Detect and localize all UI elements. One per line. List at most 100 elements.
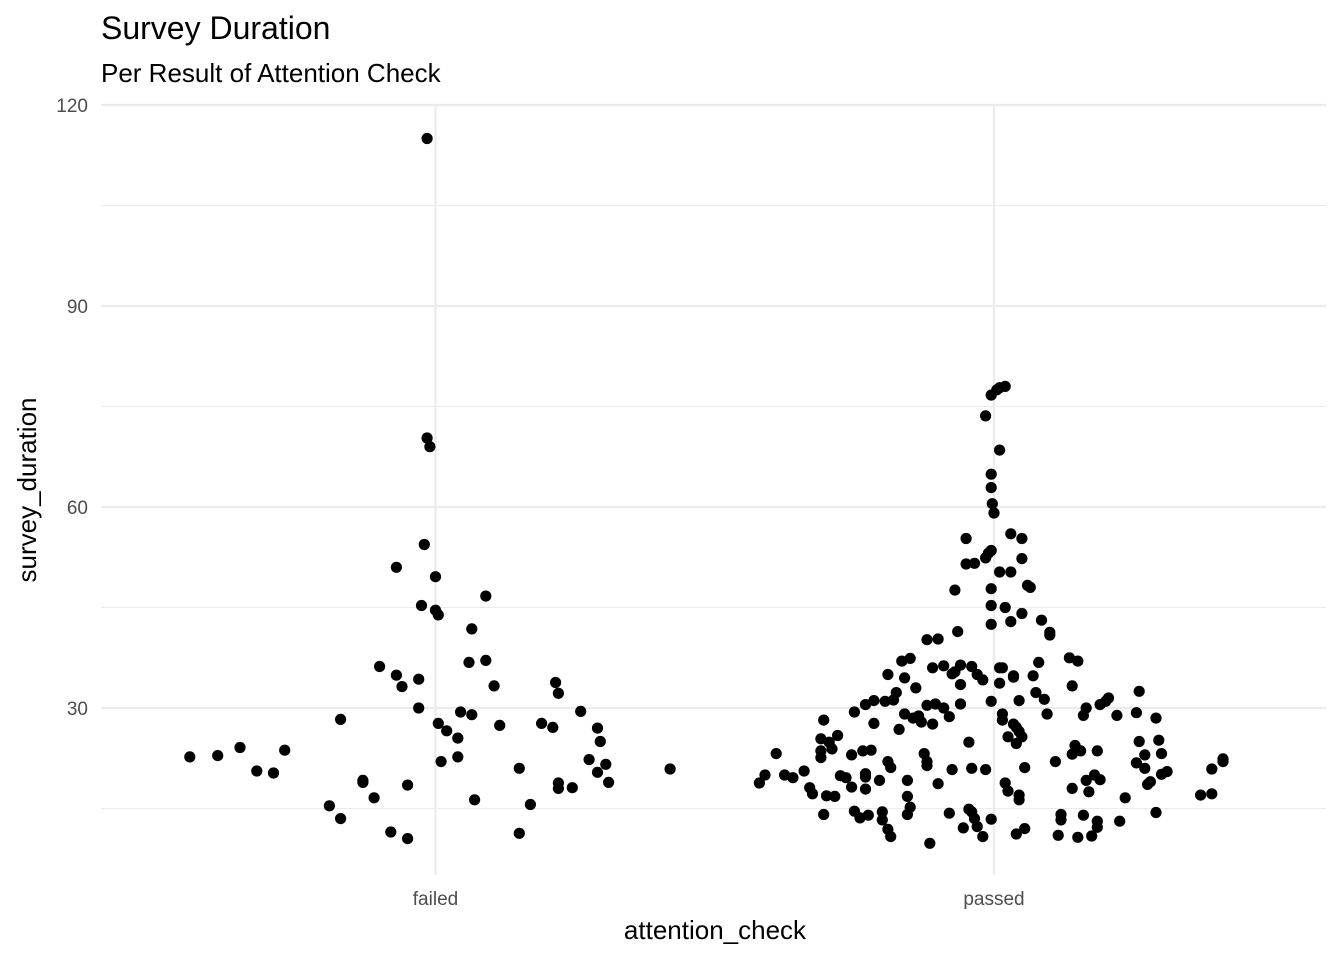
data-point (832, 729, 844, 742)
data-point (1016, 532, 1028, 545)
data-point (938, 702, 950, 714)
data-point (251, 765, 263, 777)
data-point (910, 682, 922, 694)
data-point (1044, 626, 1056, 638)
data-point (1016, 553, 1028, 565)
data-point (929, 698, 942, 710)
data-point (957, 822, 969, 834)
data-point (840, 772, 852, 784)
data-point (1139, 749, 1151, 761)
data-point (1150, 712, 1162, 724)
data-point (435, 756, 447, 768)
data-point (1083, 786, 1095, 798)
data-point (385, 826, 397, 838)
data-point (421, 132, 433, 145)
data-point (1086, 830, 1098, 842)
data-point (1055, 814, 1067, 826)
data-point (1016, 731, 1028, 743)
data-point (818, 808, 830, 821)
data-point (396, 681, 408, 693)
chart-title: Survey Duration (101, 10, 330, 46)
data-point (1049, 756, 1061, 768)
data-point (985, 695, 997, 707)
data-point (1195, 789, 1207, 801)
data-point (857, 745, 869, 757)
data-point (1066, 748, 1078, 760)
y-tick-label: 90 (67, 297, 88, 318)
data-point (954, 659, 967, 671)
data-point (938, 660, 950, 672)
data-point (985, 618, 997, 630)
data-point (603, 776, 615, 789)
data-point (885, 762, 897, 774)
data-point (904, 801, 916, 813)
data-point (882, 668, 894, 681)
data-point (996, 714, 1009, 726)
data-point (463, 656, 475, 669)
data-point (915, 716, 928, 728)
data-point (1072, 655, 1084, 667)
data-point (954, 698, 967, 710)
data-point (971, 821, 983, 833)
data-point (234, 741, 246, 754)
data-point (899, 708, 911, 720)
data-point (335, 813, 347, 825)
data-point (826, 743, 838, 755)
data-point (466, 623, 478, 635)
data-point (986, 498, 998, 510)
data-point (846, 781, 858, 793)
data-point (1013, 794, 1025, 806)
data-point (552, 687, 565, 699)
data-point (924, 837, 936, 849)
data-point (818, 714, 830, 726)
data-point (1002, 731, 1014, 743)
data-point (943, 711, 955, 723)
data-point (921, 760, 933, 772)
data-point (279, 744, 291, 756)
data-point (901, 790, 914, 803)
data-point (184, 751, 196, 763)
data-point (1091, 745, 1103, 757)
data-point (960, 532, 972, 545)
data-point (868, 717, 880, 730)
data-point (357, 776, 369, 789)
data-point (901, 774, 914, 787)
data-point (1130, 707, 1142, 719)
data-point (932, 633, 944, 645)
data-point (418, 538, 430, 551)
data-point (469, 794, 481, 806)
y-axis-ticks: 30 60 90 120 (56, 96, 88, 720)
data-point (323, 800, 335, 812)
data-point (1019, 823, 1031, 835)
data-point (488, 680, 500, 692)
data-point (591, 722, 604, 734)
data-point (413, 673, 425, 685)
data-point (550, 676, 562, 689)
data-point (868, 695, 880, 707)
data-point (1005, 566, 1017, 578)
data-point (583, 754, 595, 766)
data-point (1155, 748, 1168, 760)
data-point (999, 601, 1011, 614)
data-point (1027, 670, 1039, 682)
data-point (1075, 745, 1087, 757)
data-point (402, 779, 414, 791)
data-point (1133, 685, 1145, 697)
data-point (996, 662, 1009, 674)
data-point (980, 410, 992, 422)
data-point (1035, 614, 1048, 626)
data-points (184, 132, 1229, 849)
data-point (1024, 581, 1036, 594)
data-point (1119, 792, 1131, 804)
data-point (547, 721, 559, 734)
data-point (1005, 528, 1017, 540)
data-point (513, 762, 525, 774)
data-point (424, 441, 436, 453)
data-point (985, 583, 997, 595)
grid (101, 103, 1326, 875)
data-point (1102, 692, 1115, 704)
data-point (1010, 828, 1022, 840)
data-point (921, 634, 933, 646)
data-point (441, 725, 453, 737)
data-point (876, 814, 888, 826)
